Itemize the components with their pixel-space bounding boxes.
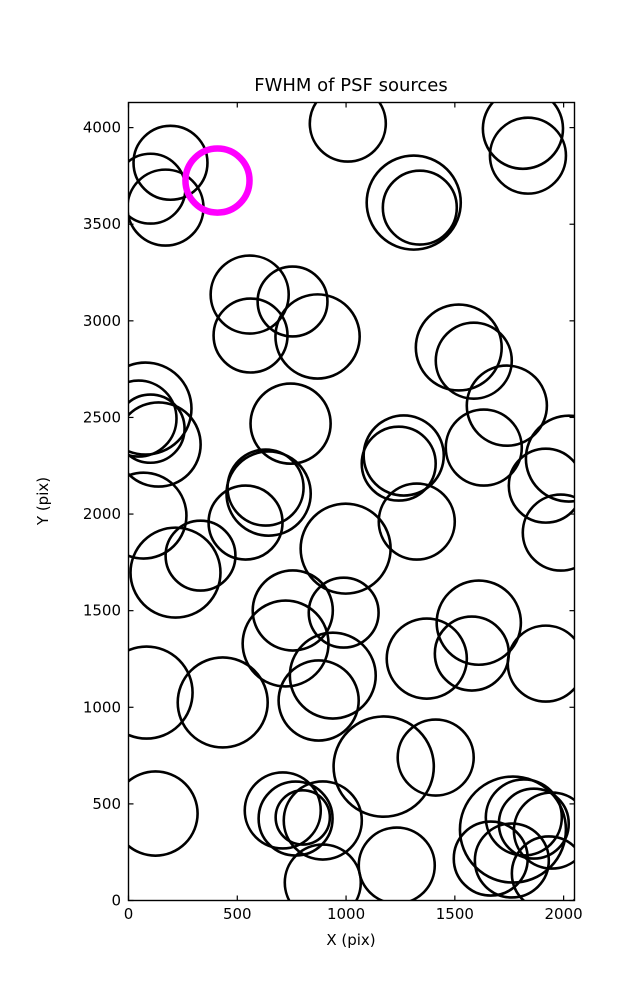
psf-circle [277, 659, 360, 742]
y-tick-label: 2500 [83, 408, 121, 426]
y-tick-label: 1000 [83, 698, 121, 716]
psf-circle [256, 265, 329, 338]
x-tick-label: 500 [223, 905, 252, 923]
psf-circle [212, 297, 289, 374]
psf-circle [435, 579, 523, 667]
psf-circle [360, 425, 437, 502]
psf-circle [226, 448, 305, 527]
psf-circle [497, 787, 571, 860]
psf-circle [444, 408, 524, 487]
psf-circle [473, 822, 551, 899]
psf-circle [414, 303, 503, 392]
psf-circle [129, 379, 178, 458]
psf-circle [381, 169, 459, 246]
psf-circle [488, 116, 568, 195]
psf-circle [308, 103, 388, 163]
psf-circle [274, 293, 361, 380]
psf-circle [176, 656, 269, 749]
y-tick-label: 1500 [83, 602, 121, 620]
x-tick-label: 1000 [327, 905, 365, 923]
psf-circle [357, 826, 437, 900]
psf-circle [332, 715, 436, 819]
psf-circle [129, 526, 222, 619]
psf-circle [452, 820, 530, 897]
psf-circle [481, 103, 565, 171]
psf-circle [129, 770, 199, 857]
psf-circle [512, 791, 574, 870]
psf-circle [209, 254, 291, 335]
psf-circle [274, 789, 332, 846]
psf-circle [524, 414, 574, 503]
psf-circle [510, 835, 574, 900]
ticks-layer: 0 500 1000 1500 2000 0 500 1000 1500 2000 2500 3000… [83, 102, 583, 923]
y-tick-label: 4000 [83, 119, 121, 137]
psf-circle [132, 124, 209, 202]
plot-border [127, 101, 576, 902]
psf-circles-layer [129, 103, 574, 900]
y-tick-label: 2000 [83, 505, 121, 523]
x-axis-label: X (pix) [326, 931, 375, 949]
psf-circle [288, 631, 378, 720]
psf-circle [129, 168, 205, 247]
psf-circle [129, 361, 193, 456]
psf-circle [365, 154, 463, 251]
y-tick-label: 3500 [83, 215, 121, 233]
psf-circle [282, 780, 364, 861]
psf-circle [129, 471, 188, 560]
psf-circle [465, 364, 549, 448]
y-axis-label: Y (pix) [34, 477, 52, 526]
x-tick-label: 1500 [436, 905, 474, 923]
psf-circle [207, 484, 284, 561]
psf-circle [434, 321, 514, 400]
psf-circle [521, 493, 574, 572]
y-tick-label: 0 [111, 892, 121, 910]
psf-circle [129, 152, 187, 225]
psf-circle [251, 569, 335, 652]
psf-circle [385, 617, 469, 700]
psf-circle [307, 576, 380, 649]
psf-circle [243, 771, 323, 850]
psf-circle [433, 615, 511, 692]
psf-circle [225, 450, 313, 537]
psf-circle [129, 645, 194, 740]
psf-circle [129, 393, 186, 465]
y-tick-label: 500 [92, 795, 121, 813]
psf-circle [249, 382, 332, 465]
psf-circle [506, 624, 574, 703]
psf-circle [283, 843, 363, 900]
psf-circle [507, 447, 574, 524]
y-tick-label: 3000 [83, 312, 121, 330]
psf-circle [129, 401, 202, 488]
psf-circle [164, 519, 237, 592]
plot-title: FWHM of PSF sources [254, 75, 448, 96]
x-tick-label: 0 [124, 905, 134, 923]
psf-circle [396, 718, 475, 797]
highlighted-psf-circle [182, 145, 253, 216]
psf-circle [377, 482, 457, 561]
psf-circle [299, 502, 392, 595]
x-tick-label: 2000 [545, 905, 583, 923]
